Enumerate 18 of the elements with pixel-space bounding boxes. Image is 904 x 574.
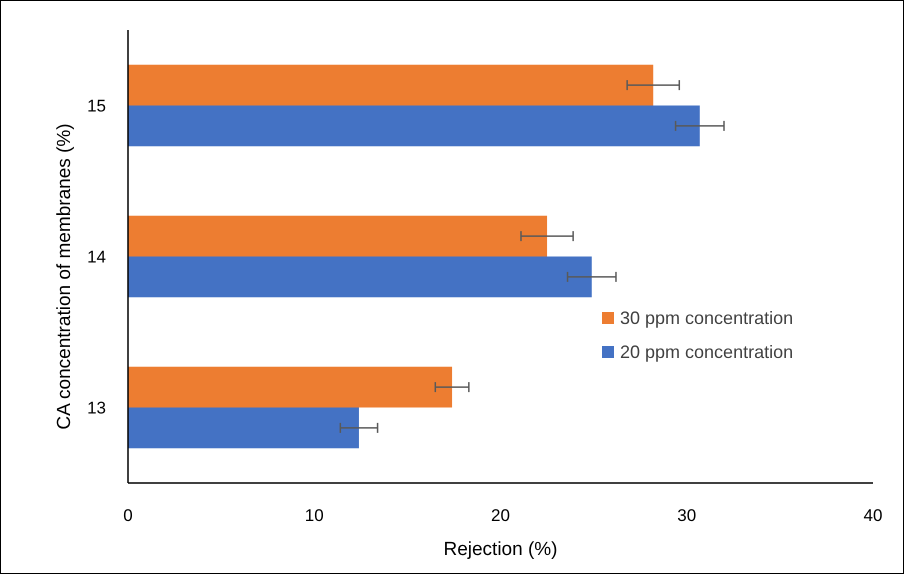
- bar: [128, 408, 359, 448]
- bar: [128, 216, 548, 256]
- bar: [128, 106, 700, 146]
- y-tick-label: 15: [87, 96, 106, 116]
- x-tick-label: 0: [123, 506, 133, 525]
- x-tick-label: 10: [304, 506, 324, 525]
- legend-label: 20 ppm concentration: [620, 342, 794, 362]
- y-tick-label: 14: [87, 248, 106, 266]
- bar: [128, 64, 654, 106]
- legend-label: 30 ppm concentration: [620, 308, 794, 328]
- x-tick-label: 40: [864, 506, 882, 525]
- x-tick-label: 30: [677, 506, 696, 525]
- bar: [128, 256, 592, 298]
- x-tick-label: 20: [491, 506, 510, 525]
- x-axis-title: Rejection (%): [443, 539, 558, 560]
- y-axis-title: CA concentration of membranes (%): [54, 123, 75, 430]
- bar: [128, 366, 452, 408]
- y-tick-label: 13: [87, 398, 106, 418]
